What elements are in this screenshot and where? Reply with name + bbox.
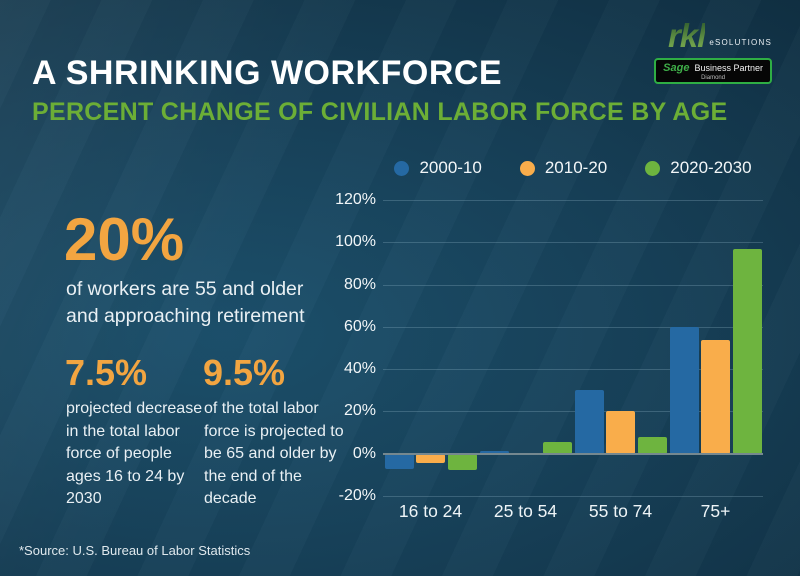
legend-item-2020-2030: 2020-2030	[645, 158, 752, 178]
y-tick-label: 120%	[335, 191, 376, 208]
bar-2000-10-25-to-54	[479, 450, 509, 454]
gridline	[383, 284, 763, 286]
bar-2020-2030-55-to-74	[637, 436, 667, 454]
gridline	[383, 369, 763, 371]
y-tick-label: 60%	[343, 317, 376, 335]
sage-badge-label: Business Partner	[694, 63, 763, 74]
y-tick-label: -20%	[338, 487, 376, 504]
bar-2020-2030-25-to-54	[542, 442, 572, 454]
brand-block: rkl eSOLUTIONS Sage Business Partner Dia…	[612, 17, 772, 85]
bar-2020-2030-16-to-24	[447, 453, 477, 470]
gridline	[383, 326, 763, 328]
bar-2000-10-75+	[669, 326, 699, 454]
bar-2020-2030-75+	[732, 248, 762, 454]
legend-dot-icon	[394, 160, 410, 176]
legend-item-2010-20: 2010-20	[519, 158, 608, 178]
x-category-label: 55 to 74	[588, 501, 653, 521]
x-category-label: 16 to 24	[398, 501, 463, 521]
gridline	[383, 496, 763, 497]
chart-legend: 2000-10 2010-20 2020-2030	[383, 155, 763, 181]
bar-2000-10-16-to-24	[384, 453, 414, 469]
legend-label: 2010-20	[544, 158, 608, 177]
gridline	[383, 411, 763, 413]
bar-2010-20-55-to-74	[606, 411, 635, 454]
sage-logo: Sage	[663, 62, 690, 75]
x-axis-labels: 16 to 24 25 to 54 55 to 74 75+	[383, 501, 763, 522]
stat-value-65-older: 9.5%	[203, 352, 286, 393]
y-tick-label: 80%	[343, 275, 376, 293]
stat-caption-65-older: of the total labor force is projected to…	[204, 400, 344, 507]
stat-caption-16-24: projected decrease in the total labor fo…	[66, 400, 203, 507]
page-title: A SHRINKING WORKFORCE	[32, 54, 503, 92]
y-tick-label: 0%	[352, 444, 376, 462]
gridline	[383, 200, 763, 201]
bar-2010-20-16-to-24	[416, 453, 445, 464]
legend-label: 2000-10	[419, 158, 482, 177]
bar-2000-10-55-to-74	[574, 390, 604, 454]
stat-value-55-older: 20%	[64, 206, 185, 273]
plot-area	[383, 200, 763, 497]
bar-2010-20-75+	[701, 339, 730, 454]
x-category-label: 75+	[700, 501, 731, 521]
page-subtitle: PERCENT CHANGE OF CIVILIAN LABOR FORCE B…	[32, 98, 728, 126]
rkl-logo-suffix: eSOLUTIONS	[709, 38, 772, 48]
source-note: *Source: U.S. Bureau of Labor Statistics	[19, 543, 251, 558]
legend-dot-icon	[645, 160, 661, 176]
legend-dot-icon	[519, 160, 535, 176]
gridline	[383, 242, 763, 244]
stat-value-16-24: 7.5%	[65, 352, 148, 393]
rkl-logo: rkl	[667, 17, 706, 54]
legend-item-2000-10: 2000-10	[394, 158, 482, 178]
y-tick-label: 40%	[343, 360, 376, 378]
sage-badge-tier: Diamond	[701, 75, 726, 82]
stat-caption-55-older: of workers are 55 and older and approach…	[66, 278, 305, 327]
sage-partner-badge: Sage Business Partner Diamond	[654, 58, 772, 85]
x-category-label: 25 to 54	[493, 501, 558, 521]
legend-label: 2020-2030	[670, 158, 752, 177]
zero-axis-line	[383, 452, 763, 455]
y-tick-label: 100%	[335, 233, 376, 251]
y-tick-label: 20%	[343, 402, 376, 420]
